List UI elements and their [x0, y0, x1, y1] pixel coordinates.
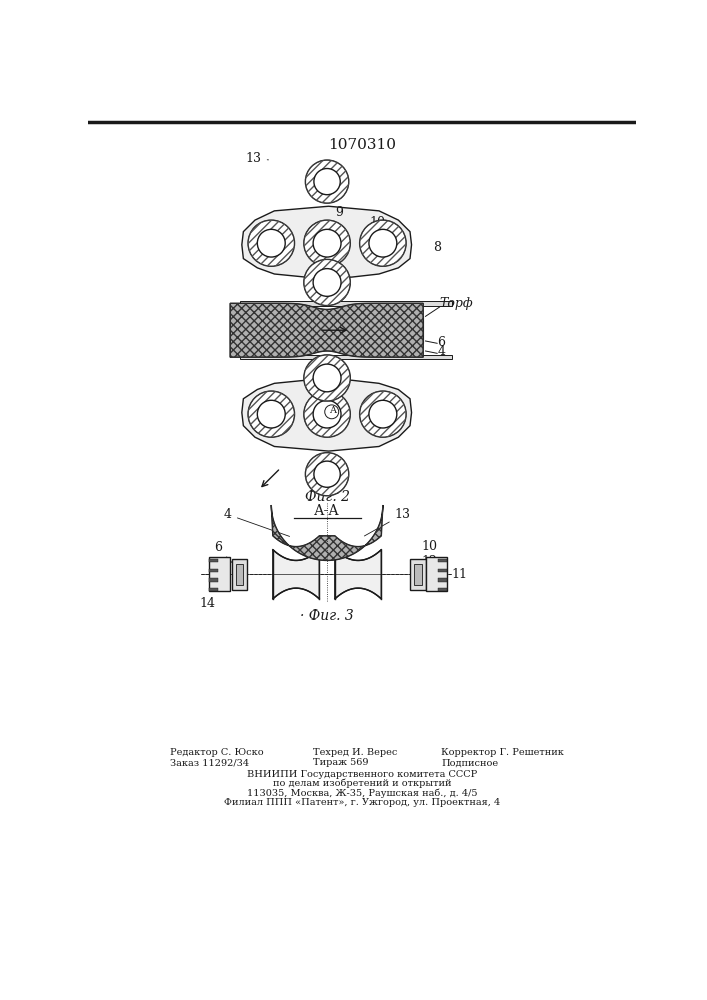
- Polygon shape: [242, 206, 411, 278]
- Circle shape: [304, 355, 351, 401]
- Text: Подписное: Подписное: [441, 758, 498, 767]
- Text: 10: 10: [421, 540, 438, 553]
- Polygon shape: [230, 303, 423, 357]
- Circle shape: [313, 400, 341, 428]
- Text: А-А: А-А: [314, 504, 340, 518]
- Text: по делам изобретений и открытий: по делам изобретений и открытий: [273, 779, 451, 788]
- Bar: [438, 569, 448, 572]
- Text: 13: 13: [246, 152, 269, 165]
- Circle shape: [257, 400, 285, 428]
- Bar: [209, 588, 218, 591]
- Circle shape: [313, 364, 341, 392]
- Circle shape: [313, 229, 341, 257]
- Bar: [438, 588, 448, 591]
- Bar: [209, 578, 218, 582]
- Bar: [232, 559, 247, 590]
- Text: 6: 6: [437, 336, 445, 349]
- Text: 13: 13: [364, 508, 411, 536]
- Text: Техред И. Верес: Техред И. Верес: [313, 748, 397, 757]
- Circle shape: [360, 391, 406, 437]
- Text: Филиал ППП «Патент», г. Ужгород, ул. Проектная, 4: Филиал ППП «Патент», г. Ужгород, ул. Про…: [224, 798, 500, 807]
- Text: 4: 4: [224, 508, 290, 536]
- Circle shape: [369, 229, 397, 257]
- Text: 10: 10: [370, 216, 386, 229]
- Text: 1070310: 1070310: [328, 138, 396, 152]
- Bar: [410, 316, 423, 343]
- Text: 9: 9: [335, 206, 343, 219]
- Text: Корректор Г. Решетник: Корректор Г. Решетник: [441, 748, 564, 757]
- Circle shape: [248, 391, 295, 437]
- Bar: [426, 557, 448, 591]
- Text: 113035, Москва, Ж-35, Раушская наб., д. 4/5: 113035, Москва, Ж-35, Раушская наб., д. …: [247, 788, 477, 798]
- Bar: [438, 578, 448, 582]
- Text: Редактор С. Юско: Редактор С. Юско: [170, 748, 264, 757]
- Bar: [240, 301, 452, 306]
- Text: 6: 6: [214, 541, 238, 568]
- Circle shape: [313, 269, 341, 296]
- Circle shape: [305, 160, 349, 203]
- Text: Фиг. 2: Фиг. 2: [305, 490, 349, 504]
- Circle shape: [314, 461, 340, 487]
- Circle shape: [305, 453, 349, 496]
- Circle shape: [369, 400, 397, 428]
- Bar: [209, 557, 230, 591]
- Bar: [230, 316, 243, 343]
- Circle shape: [360, 220, 406, 266]
- Text: Тираж 569: Тираж 569: [313, 758, 368, 767]
- Polygon shape: [271, 505, 383, 560]
- Polygon shape: [273, 550, 320, 599]
- Bar: [240, 355, 452, 359]
- Circle shape: [248, 220, 295, 266]
- Text: 12: 12: [421, 555, 438, 568]
- Polygon shape: [242, 379, 411, 451]
- Text: · Фиг. 3: · Фиг. 3: [300, 609, 354, 624]
- Circle shape: [304, 259, 351, 306]
- Text: A: A: [329, 406, 337, 415]
- Bar: [209, 559, 218, 562]
- Bar: [414, 564, 421, 585]
- Text: 4: 4: [437, 345, 445, 358]
- Circle shape: [314, 169, 340, 195]
- Circle shape: [304, 220, 351, 266]
- Polygon shape: [335, 550, 381, 599]
- Text: ВНИИПИ Государственного комитета СССР: ВНИИПИ Государственного комитета СССР: [247, 770, 477, 779]
- Text: Торф: Торф: [310, 481, 344, 494]
- Text: Торф: Торф: [440, 297, 473, 310]
- Bar: [235, 564, 243, 585]
- Circle shape: [257, 229, 285, 257]
- Text: 11: 11: [451, 568, 467, 581]
- Circle shape: [304, 391, 351, 437]
- Text: 14: 14: [199, 597, 215, 610]
- Bar: [209, 569, 218, 572]
- Text: Заказ 11292/34: Заказ 11292/34: [170, 758, 249, 767]
- Bar: [438, 559, 448, 562]
- Bar: [410, 559, 426, 590]
- Text: 8: 8: [433, 241, 441, 254]
